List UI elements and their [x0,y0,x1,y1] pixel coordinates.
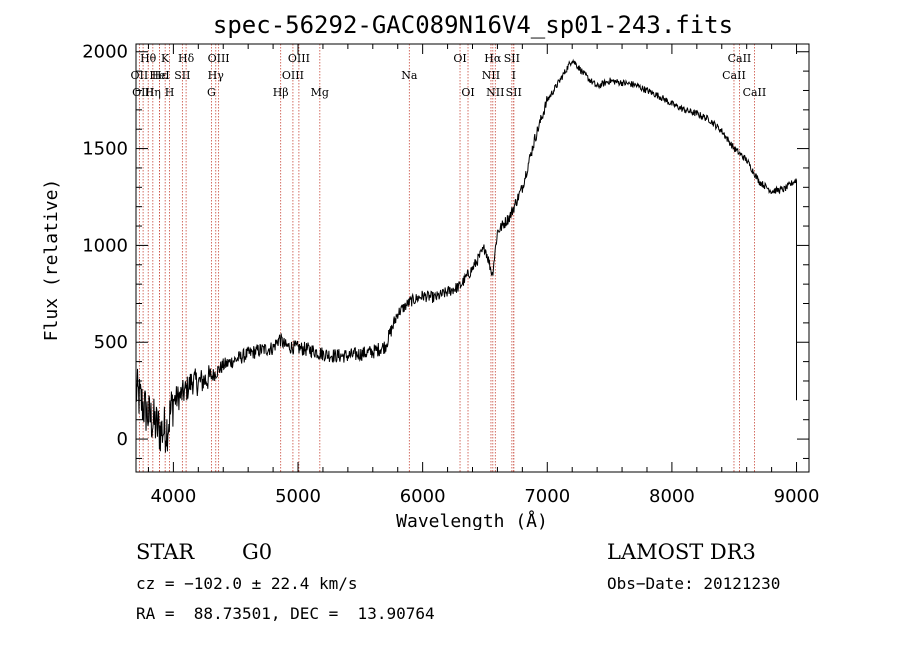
x-tick-label: 8000 [649,486,695,507]
emission-line-label: OI [461,86,474,99]
y-tick-label: 1500 [82,139,128,160]
x-tick-label: 7000 [524,486,570,507]
redshift-velocity: cz = −102.0 ± 22.4 km/s [136,574,358,593]
axis-ticks: 4000 5000 6000 7000 8000 9000 0 500 1000 1500 2000 [82,42,819,507]
emission-line-label: SII [506,86,522,99]
emission-line-label: Hθ [140,52,157,65]
spectrum-series-line [135,58,797,453]
object-subclass: G0 [242,540,273,564]
emission-line-label: Mg [311,86,329,99]
emission-line-label: SII [504,52,520,65]
emission-line-label: K [161,52,170,65]
x-tick-label: 4000 [150,486,196,507]
emission-line-label: HeI [149,69,169,82]
emission-line-label: Hε [152,69,168,82]
emission-line-label: Hα [484,52,502,65]
emission-line-label: Hδ [178,52,195,65]
x-tick-label: 5000 [275,486,321,507]
y-tick-label: 500 [94,332,128,353]
emission-lines [138,44,755,472]
spectrum-plot: spec-56292-GAC089N16V4_sp01-243.fits Hθ O… [41,11,819,530]
emission-line-label: OIII [208,52,230,65]
plot-frame [135,43,810,473]
emission-line-label: NII [486,86,504,99]
y-tick-label: 1000 [82,235,128,256]
emission-line-label: Hγ [208,69,225,82]
emission-line-label: Hη [145,86,161,99]
object-class: STAR [136,540,195,564]
coordinates: RA = 88.73501, DEC = 13.90764 [136,604,435,623]
emission-line-label: SII [174,69,190,82]
x-axis-label: Wavelength (Å) [396,510,548,530]
survey-name: LAMOST DR3 [607,540,756,564]
y-tick-label: 0 [117,429,128,450]
emission-line-label: OII [131,69,149,82]
emission-line-label: H [165,86,175,99]
emission-line-label: OIII [288,52,310,65]
emission-line-label: NII [482,69,500,82]
y-axis-label: Flux (relative) [41,179,62,342]
x-tick-label: 6000 [400,486,446,507]
emission-line-label: CaII [728,52,752,65]
emission-line-label: CaII [743,86,767,99]
chart-title: spec-56292-GAC089N16V4_sp01-243.fits [213,11,733,39]
emission-line-label: OIII [132,86,154,99]
emission-line-label: Na [401,69,418,82]
emission-line-label: Hβ [273,86,289,99]
emission-line-label: CaII [722,69,746,82]
observation-date: Obs−Date: 20121230 [607,574,781,593]
emission-line-label: OI [453,52,466,65]
emission-line-label: G [207,86,216,99]
emission-line-label: OIII [282,69,304,82]
x-tick-label: 9000 [774,486,820,507]
y-tick-label: 2000 [82,42,128,63]
emission-line-label: I [512,69,516,82]
